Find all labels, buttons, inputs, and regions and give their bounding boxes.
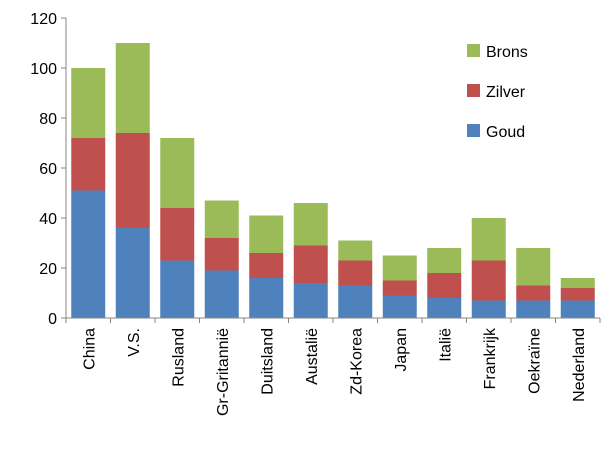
- x-category-label: Frankrijk: [482, 327, 499, 389]
- bar-segment-zilver: [249, 253, 284, 278]
- bar-segment-goud: [516, 300, 551, 318]
- x-category-label: Japan: [393, 328, 410, 372]
- bar-segment-brons: [71, 68, 106, 138]
- bar-segment-zilver: [516, 285, 551, 301]
- y-axis: 0 20 40 60 80 100 120: [30, 11, 67, 328]
- bar-segment-zilver: [160, 208, 195, 261]
- legend-swatch-goud: [467, 124, 480, 137]
- y-tick-label: 60: [39, 161, 57, 178]
- bars: [71, 43, 595, 318]
- bar-segment-goud: [471, 300, 506, 318]
- x-category-label: Oekraïne: [526, 328, 543, 394]
- bar-segment-zilver: [293, 245, 328, 283]
- bar-segment-goud: [115, 228, 150, 318]
- bar-segment-goud: [338, 285, 373, 318]
- bar-segment-brons: [115, 43, 150, 133]
- x-category-label: Italië: [437, 328, 454, 362]
- bar-segment-goud: [160, 260, 195, 318]
- bar-segment-zilver: [560, 288, 595, 301]
- x-category-label: Nederland: [571, 328, 588, 402]
- bar-segment-zilver: [427, 273, 462, 298]
- bar-segment-zilver: [115, 133, 150, 228]
- x-category-label: China: [81, 328, 98, 370]
- y-tick-label: 80: [39, 111, 57, 128]
- y-tick-label: 40: [39, 211, 57, 228]
- bar-segment-brons: [560, 278, 595, 288]
- x-category-label: Rusland: [170, 328, 187, 387]
- bar-segment-brons: [204, 200, 239, 238]
- legend-label-zilver: Zilver: [486, 84, 526, 101]
- bar-segment-brons: [338, 240, 373, 261]
- legend-label-goud: Goud: [486, 124, 525, 141]
- bar-segment-zilver: [471, 260, 506, 301]
- bar-segment-goud: [71, 190, 106, 318]
- legend-swatch-zilver: [467, 84, 480, 97]
- bar-segment-brons: [249, 215, 284, 253]
- legend-swatch-brons: [467, 44, 480, 57]
- bar-segment-zilver: [204, 238, 239, 271]
- bar-segment-goud: [382, 295, 417, 318]
- y-tick-label: 20: [39, 261, 57, 278]
- y-tick-label: 0: [48, 311, 57, 328]
- legend: Brons Zilver Goud: [467, 44, 528, 141]
- bar-segment-brons: [293, 203, 328, 246]
- x-category-label: Austalië: [304, 328, 321, 385]
- x-category-label: V.S.: [126, 328, 143, 357]
- bar-segment-brons: [160, 138, 195, 208]
- bar-segment-goud: [249, 278, 284, 318]
- bar-segment-brons: [516, 248, 551, 286]
- legend-label-brons: Brons: [486, 44, 528, 61]
- y-tick-label: 100: [30, 61, 57, 78]
- bar-segment-goud: [427, 298, 462, 318]
- bar-segment-zilver: [338, 260, 373, 286]
- x-category-label: Gr-Gritannië: [215, 328, 232, 416]
- y-tick-label: 120: [30, 11, 57, 28]
- bar-segment-goud: [204, 270, 239, 318]
- bar-segment-zilver: [71, 138, 106, 191]
- x-category-label: Zd-Korea: [348, 328, 365, 395]
- x-axis: China V.S. Rusland Gr-Gritannië Duitsland Aus…: [65, 317, 601, 416]
- bar-segment-brons: [382, 255, 417, 281]
- bar-segment-goud: [560, 300, 595, 318]
- bar-segment-goud: [293, 283, 328, 318]
- bar-segment-brons: [427, 248, 462, 273]
- bar-segment-brons: [471, 218, 506, 261]
- bar-segment-zilver: [382, 280, 417, 296]
- x-category-label: Duitsland: [259, 328, 276, 395]
